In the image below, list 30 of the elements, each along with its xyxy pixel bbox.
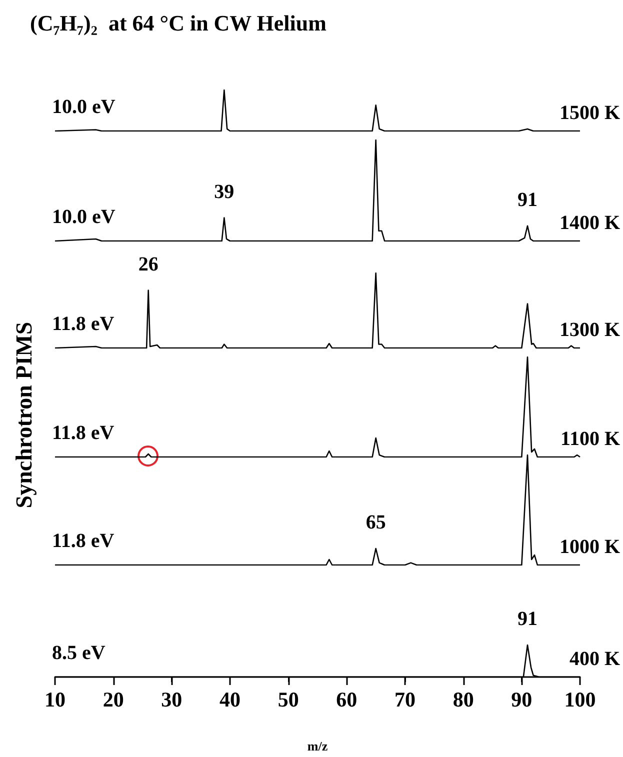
- annotation: 65: [366, 512, 386, 534]
- x-tick-label: 100: [564, 688, 596, 712]
- series-label: 1100 K: [560, 428, 620, 450]
- x-tick-label: 20: [102, 688, 124, 712]
- series-label: 1000 K: [559, 536, 620, 558]
- y-axis-title: Synchrotron PIMS: [12, 322, 36, 508]
- series-label: 400 K: [569, 648, 620, 670]
- chart-title: (C₇H₇)₂ at 64 °C in CW Helium: [30, 10, 326, 36]
- annotation: 26: [138, 253, 158, 276]
- x-tick-label: 60: [336, 688, 358, 712]
- x-tick-label: 10: [44, 688, 66, 712]
- annotation: 11.8 eV: [52, 530, 115, 552]
- series-label: 1500 K: [559, 102, 620, 124]
- x-tick-label: 40: [220, 688, 240, 712]
- x-tick-label: 30: [161, 688, 182, 712]
- annotation: 11.8 eV: [52, 422, 115, 444]
- series-label: 1400 K: [559, 212, 620, 234]
- x-tick-label: 70: [394, 688, 416, 712]
- annotation: 10.0 eV: [52, 206, 116, 228]
- annotation: 11.8 eV: [52, 313, 115, 335]
- annotation: 39: [214, 180, 234, 203]
- annotation: 8.5 eV: [52, 642, 106, 664]
- series-label: 1300 K: [559, 319, 620, 341]
- x-tick-label: 80: [452, 688, 474, 712]
- annotation: 91: [518, 608, 538, 630]
- x-tick-label: 90: [511, 688, 532, 712]
- x-axis-title: m/z: [307, 738, 328, 754]
- annotation: 91: [518, 188, 538, 211]
- x-tick-label: 50: [278, 688, 299, 712]
- annotation: 10.0 eV: [52, 96, 116, 118]
